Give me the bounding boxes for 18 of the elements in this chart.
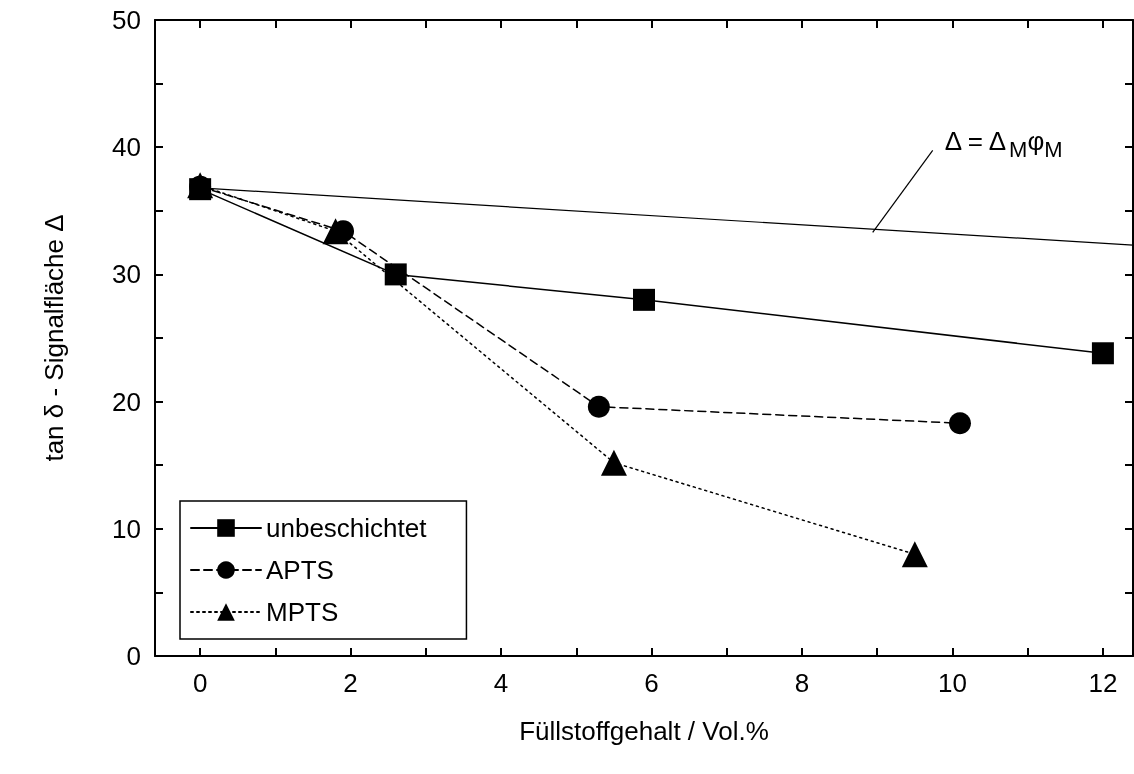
x-tick-label: 10 — [937, 668, 967, 698]
x-tick-label: 6 — [644, 668, 659, 698]
y-tick-label: 0 — [126, 641, 141, 671]
y-tick-label: 10 — [112, 513, 141, 544]
y-axis-title: tan δ - Signalfläche Δ — [39, 214, 69, 462]
x-tick-label: 0 — [192, 668, 208, 698]
x-tick-label: 4 — [493, 668, 509, 698]
y-tick-label: 50 — [112, 5, 141, 35]
x-axis-title: Füllstoffgehalt / Vol.% — [519, 716, 769, 746]
y-tick-label: 40 — [112, 132, 141, 163]
x-tick-label: 2 — [343, 668, 358, 698]
legend-label: APTS — [266, 555, 334, 585]
legend-label: MPTS — [266, 597, 339, 627]
legend-label: unbeschichtet — [266, 513, 428, 543]
y-tick-label: 20 — [112, 386, 141, 417]
y-tick-label: 30 — [112, 259, 141, 290]
x-tick-label: 8 — [794, 668, 810, 698]
x-tick-label: 12 — [1088, 668, 1118, 698]
